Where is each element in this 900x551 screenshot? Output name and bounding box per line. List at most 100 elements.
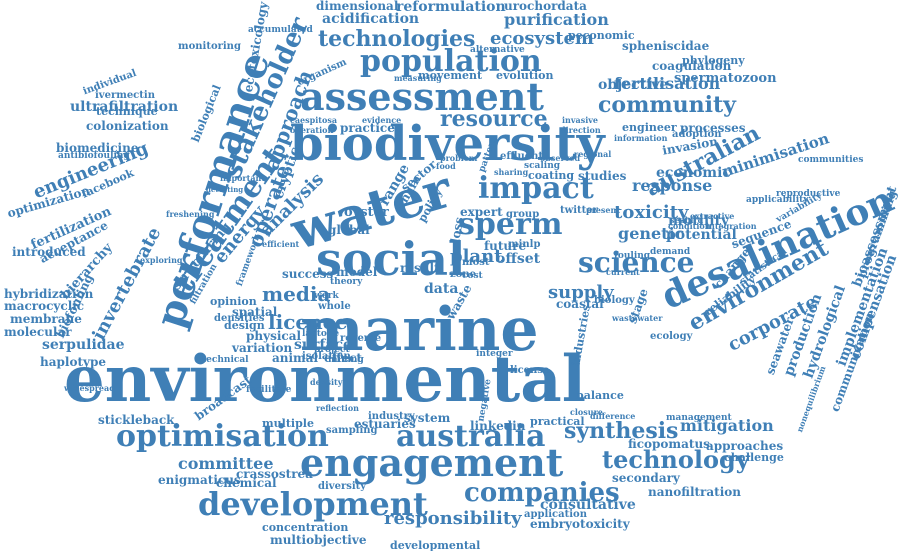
word-offset: offset — [496, 251, 541, 267]
word-phylogeny: phylogeny — [682, 54, 745, 67]
word-molecular: molecular — [4, 325, 72, 339]
word-sharing: sharing — [494, 167, 529, 177]
word-whole: whole — [318, 301, 351, 312]
word-fouling: fouling — [614, 251, 651, 261]
word-studies: studies — [578, 169, 627, 183]
word-urochordata: urochordata — [504, 0, 587, 13]
word-data: data — [424, 281, 459, 297]
word-result: result — [400, 261, 440, 275]
word-resource: resource — [440, 106, 548, 132]
word-physical: physical — [246, 329, 302, 343]
word-integer: integer — [476, 349, 513, 359]
word-objective: objective — [598, 77, 669, 93]
word-synthesis: synthesis — [564, 418, 679, 444]
word-processes: processes — [680, 121, 746, 135]
word-cost: cost — [462, 271, 483, 281]
word-challenge: challenge — [724, 451, 784, 464]
word-zone: zone — [450, 269, 476, 280]
word-development: development — [198, 485, 428, 523]
word-antibiofouling: antibiofouling — [58, 151, 130, 161]
word-reverse: reverse — [340, 333, 382, 344]
word-project: project — [314, 345, 350, 355]
word-coastal: coastal — [556, 297, 604, 311]
word-companies: companies — [464, 478, 620, 508]
word-industries: industries — [569, 303, 593, 368]
word-present: present — [586, 205, 621, 215]
word-engagement: engagement — [300, 440, 564, 485]
word-measuring: measuring — [394, 73, 442, 83]
word-observed: observed — [540, 153, 581, 163]
word-crassostrea: crassostrea — [236, 467, 313, 481]
word-technologies: technologies — [318, 26, 476, 52]
word-effluent: effluent — [500, 151, 544, 162]
word-efficient: efficient — [262, 239, 300, 249]
word-spatial: spatial — [232, 305, 278, 319]
word-future: future — [484, 239, 527, 253]
word-management: management — [666, 413, 732, 423]
word-marine: marine — [300, 295, 539, 365]
word-lactone: lactone — [302, 329, 340, 339]
word-caespitosa: caespitosa — [290, 115, 337, 125]
word-dimensional: dimensional — [316, 0, 399, 13]
word-information: information — [614, 133, 668, 143]
word-assessment: assessment — [300, 74, 544, 119]
word-evidence: evidence — [362, 115, 402, 125]
word-spheniscidae: spheniscidae — [622, 39, 710, 53]
word-multiobjective: multiobjective — [270, 533, 367, 547]
word-media: media — [262, 282, 331, 306]
word-reformulation: reformulation — [396, 0, 506, 15]
word-application: application — [524, 509, 587, 520]
word-freshening: freshening — [166, 209, 215, 219]
word-animal: animal — [272, 351, 319, 365]
word-invasive: invasive — [562, 115, 598, 125]
word-sperm: sperm — [458, 207, 563, 242]
word-secondary: secondary — [612, 471, 680, 485]
word-work: work — [314, 291, 339, 301]
word-estuaries: estuaries — [354, 417, 416, 431]
word-applicability: applicability — [746, 195, 809, 205]
word-genetic: genetic — [618, 224, 685, 243]
word-evolution: evolution — [496, 69, 554, 82]
word-oyster: oyster — [344, 205, 389, 220]
word-developmental: developmental — [390, 539, 481, 551]
word-detecting: detecting — [206, 185, 244, 194]
word-group: group — [506, 209, 540, 220]
word-license: license — [510, 365, 550, 376]
word-optimisation: optimisation — [116, 419, 329, 454]
word-biomedicine: biomedicine — [56, 141, 139, 155]
word-reproductive: reproductive — [776, 189, 841, 199]
word-densities: densities — [214, 313, 265, 324]
word-spermatozoon: spermatozoon — [674, 71, 777, 86]
word-nanofiltration: nanofiltration — [648, 485, 741, 499]
word-ivermectin: ivermectin — [95, 90, 155, 101]
word-density: density — [310, 377, 343, 387]
word-stickleback: stickleback — [98, 413, 175, 427]
word-extractive: extractive — [690, 211, 735, 221]
word-science: science — [578, 246, 695, 279]
word-condition: condition — [668, 221, 711, 231]
word-industry: industry — [368, 411, 415, 422]
word-membrane: membrane — [10, 312, 82, 326]
word-most: most — [462, 257, 490, 268]
word-hybridization: hybridization — [4, 287, 94, 301]
word-response: response — [632, 176, 713, 195]
word-mining: mining — [328, 355, 364, 365]
word-biodiversity: biodiversity — [290, 116, 605, 172]
word-operation: operation — [290, 125, 334, 135]
word-diversity: diversity — [318, 481, 367, 492]
word-economic: economic — [656, 165, 731, 181]
word-variation: variation — [232, 341, 293, 355]
word-engineer: engineer — [622, 121, 677, 134]
word-movement: movement — [418, 69, 483, 82]
word-regional: regional — [574, 149, 612, 159]
word-community: community — [598, 92, 736, 118]
word-success: success — [282, 267, 334, 281]
word-potential: potential — [666, 227, 737, 243]
word-chemical: chemical — [216, 476, 277, 490]
word-coagulation: coagulation — [652, 59, 732, 73]
word-supply: supply — [548, 282, 614, 303]
word-practical: practical — [530, 415, 585, 428]
word-australia: australia — [396, 419, 546, 454]
word-twitter: twitter — [560, 205, 598, 216]
